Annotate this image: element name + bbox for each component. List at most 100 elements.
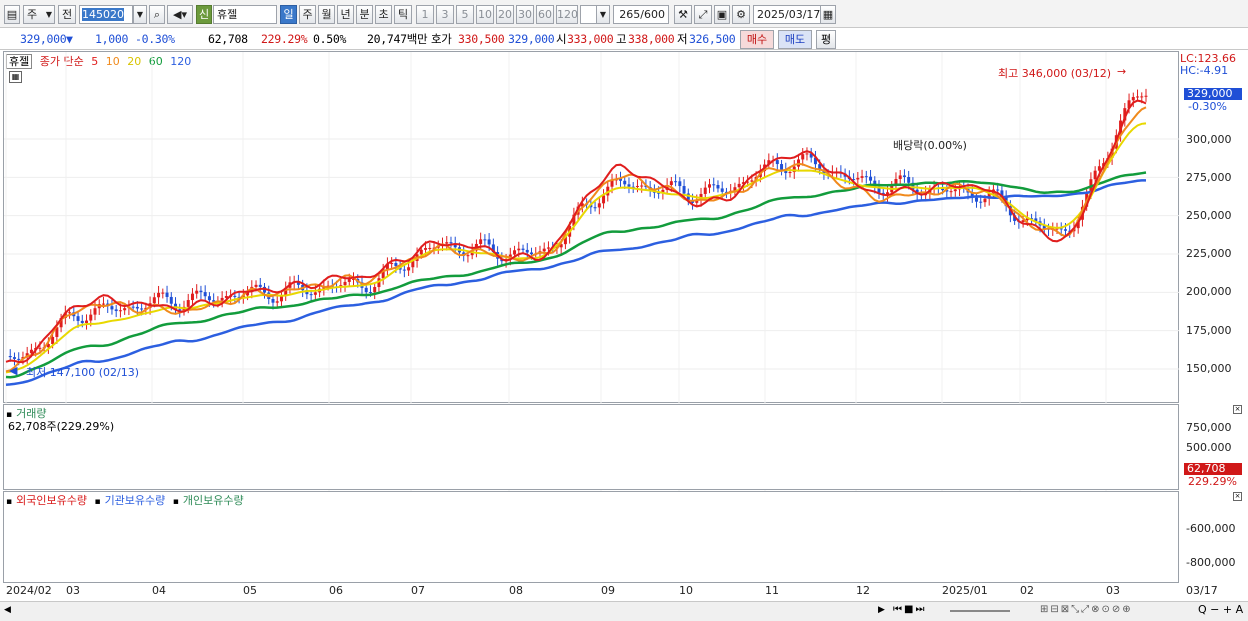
stock-name-field[interactable]: 휴젤	[213, 5, 277, 24]
ma-line-120	[5, 179, 1146, 386]
sell-button[interactable]: 매도	[778, 30, 812, 49]
buy-button[interactable]: 매수	[740, 30, 774, 49]
candle-body	[1140, 96, 1144, 98]
playback-controls[interactable]: ⏮■⏭	[893, 604, 927, 615]
volume-panel[interactable]	[3, 404, 1179, 490]
candle-body	[945, 190, 949, 192]
open-price: 333,000	[567, 32, 614, 46]
count-5-button[interactable]: 5	[456, 5, 474, 24]
candle-body	[1021, 220, 1025, 223]
candle-body	[987, 193, 991, 199]
close-icon[interactable]: ×	[1233, 492, 1242, 501]
candle-body	[381, 269, 385, 279]
period-day-button[interactable]: 일	[280, 5, 297, 24]
candle-body	[233, 295, 237, 297]
candle-body	[784, 169, 788, 174]
legend-ma-20[interactable]: 20	[127, 55, 142, 68]
candle-body	[941, 188, 945, 191]
volume-title[interactable]: 거래량	[16, 407, 47, 420]
candle-body	[707, 184, 711, 188]
speaker-icon[interactable]: ◀▾	[167, 5, 193, 24]
code-dropdown-button[interactable]: ▼	[133, 5, 147, 24]
y-tick-175000: 175,000	[1186, 324, 1232, 337]
holdings-panel[interactable]	[3, 491, 1179, 583]
gear-icon[interactable]: ⚙	[732, 5, 750, 24]
candle-body	[169, 296, 173, 304]
period-second-button[interactable]: 초	[375, 5, 392, 24]
prev-button[interactable]: 전	[58, 5, 76, 24]
period-month-button[interactable]: 월	[318, 5, 335, 24]
candle-body	[517, 248, 521, 251]
candle-body	[902, 175, 906, 178]
zoom-slider[interactable]	[950, 610, 1010, 612]
grid-toggle-icon[interactable]: ▦	[9, 71, 22, 83]
candle-body	[618, 178, 622, 181]
candle-body	[898, 175, 902, 179]
legend-ma-120[interactable]: 120	[170, 55, 192, 68]
candle-body	[152, 297, 156, 304]
bar-total-value: /600	[640, 8, 665, 21]
period-year-button[interactable]: 년	[337, 5, 354, 24]
candle-body	[805, 153, 809, 155]
candle-body	[284, 287, 288, 296]
candle-body	[597, 203, 601, 208]
stock-code-input[interactable]: 145020	[79, 5, 133, 24]
price-panel[interactable]	[3, 51, 1179, 403]
candle-body	[513, 250, 517, 255]
count-3-button[interactable]: 3	[436, 5, 454, 24]
volume-percent: 229.29%	[261, 32, 308, 46]
ma-line-60	[5, 171, 1147, 379]
calendar-icon[interactable]: ▦	[820, 5, 836, 24]
count-10-button[interactable]: 10	[476, 5, 494, 24]
search-icon[interactable]: ⌕	[149, 5, 165, 24]
scroll-left-icon[interactable]: ◀	[4, 605, 11, 615]
candle-body	[640, 185, 644, 187]
candle-body	[85, 320, 89, 323]
stock-code-value: 145020	[82, 8, 124, 21]
low-price: 326,500	[689, 32, 736, 46]
count-30-button[interactable]: 30	[516, 5, 534, 24]
candle-body	[907, 177, 911, 183]
zoom-controls[interactable]: Q − + A	[1198, 603, 1244, 616]
date-field[interactable]: 2025/03/17	[753, 5, 821, 24]
candle-body	[1034, 218, 1038, 222]
x-axis-label: 08	[509, 584, 523, 597]
count-120-button[interactable]: 120	[556, 5, 578, 24]
count-60-button[interactable]: 60	[536, 5, 554, 24]
layout-icon[interactable]: ▤	[4, 5, 20, 24]
scrollbar[interactable]: ◀ ▶ ⏮■⏭ ⊞⊟⊠⤡⤢⊗⊙⊘⊕ Q − + A	[0, 601, 1248, 621]
count-20-button[interactable]: 20	[496, 5, 514, 24]
x-axis-label: 03	[1106, 584, 1120, 597]
bar-count-field[interactable]: 265/600	[613, 5, 669, 24]
candle-body	[220, 297, 224, 301]
period-tick-button[interactable]: 틱	[394, 5, 412, 24]
chart-tools-icon[interactable]: ⚒	[674, 5, 692, 24]
legend-institution[interactable]: 기관보유수량	[104, 494, 166, 507]
legend-ma-10[interactable]: 10	[105, 55, 120, 68]
legend-foreign[interactable]: 외국인보유수량	[16, 494, 87, 507]
candle-body	[157, 292, 161, 298]
period-minute-button[interactable]: 분	[356, 5, 373, 24]
period-dropdown[interactable]: 주 ▼	[23, 5, 55, 24]
scroll-right-icon[interactable]: ▶	[878, 605, 885, 615]
candle-body	[114, 309, 118, 312]
candle-body	[563, 236, 567, 245]
volume-current-tag: 62,708	[1184, 463, 1242, 475]
candle-body	[93, 308, 97, 315]
candle-body	[46, 344, 50, 348]
legend-stock-name[interactable]: 휴젤	[6, 54, 33, 69]
count-dropdown-icon[interactable]: ▼	[596, 5, 610, 24]
save-icon[interactable]: ▣	[714, 5, 730, 24]
close-icon[interactable]: ×	[1233, 405, 1242, 414]
holdings-tick-600000: -600,000	[1186, 522, 1236, 535]
x-axis-label: 11	[765, 584, 779, 597]
draw-line-icon[interactable]: ⤢	[694, 5, 712, 24]
candle-body	[76, 316, 80, 321]
turnover-percent: 0.50%	[313, 32, 347, 46]
count-1-button[interactable]: 1	[416, 5, 434, 24]
drawing-tools-icons[interactable]: ⊞⊟⊠⤡⤢⊗⊙⊘⊕	[1040, 604, 1133, 615]
legend-ma-5[interactable]: 5	[91, 55, 99, 68]
legend-individual[interactable]: 개인보유수량	[182, 494, 244, 507]
period-week-button[interactable]: 주	[299, 5, 316, 24]
eval-button[interactable]: 평	[816, 30, 836, 49]
